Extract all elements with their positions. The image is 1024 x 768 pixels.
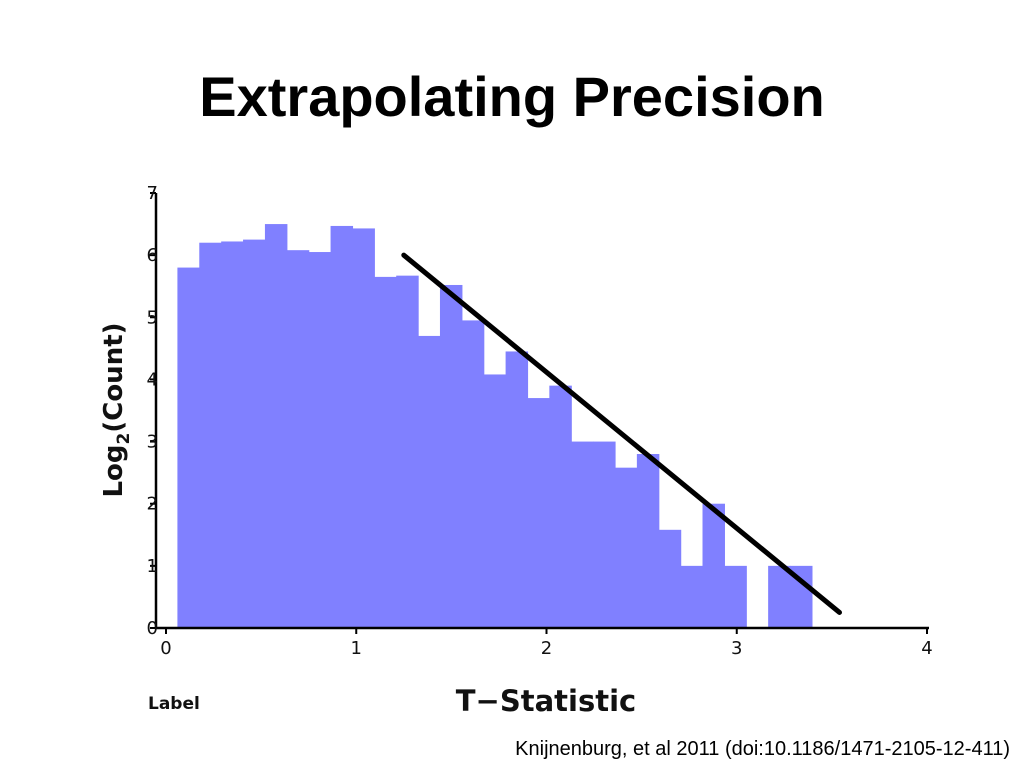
histogram-bar-4	[264, 224, 288, 628]
bars-layer	[177, 224, 813, 629]
histogram-bar-20	[614, 467, 638, 628]
histogram-bar-10	[396, 275, 419, 628]
y-tick-label-7: 7	[147, 183, 158, 204]
y-tick-label-3: 3	[147, 432, 158, 453]
histogram-bar-28	[790, 565, 813, 628]
x-axis-label: T−Statistic	[456, 684, 636, 718]
histogram-bar-7	[330, 225, 354, 628]
x-tick-label-1: 1	[351, 638, 362, 659]
x-tick-label-4: 4	[921, 638, 932, 659]
histogram-bar-23	[680, 565, 704, 628]
slide-title: Extrapolating Precision	[199, 65, 825, 128]
histogram-bar-21	[636, 454, 660, 628]
histogram-bar-5	[286, 250, 310, 629]
histogram-bar-11	[418, 335, 441, 628]
y-tick-label-0: 0	[147, 618, 158, 639]
y-tick-label-6: 6	[147, 245, 158, 266]
y-tick-label-2: 2	[147, 494, 158, 515]
histogram-bar-1	[199, 242, 222, 628]
corner-label: Label	[148, 694, 200, 714]
histogram-bar-8	[352, 228, 375, 629]
histogram-bar-3	[243, 239, 266, 629]
y-tick-label-5: 5	[147, 307, 158, 328]
y-tick-label-4: 4	[147, 369, 158, 390]
histogram-bar-25	[724, 565, 747, 628]
axes-layer: 0 1 2 3 4 0 1 2 3 4 5 6 7	[147, 183, 933, 659]
x-tick-label-3: 3	[731, 638, 742, 659]
y-tick-label-1: 1	[147, 556, 158, 577]
histogram-bar-0	[177, 267, 200, 628]
histogram-bar-27	[768, 565, 791, 628]
histogram-bar-12	[439, 284, 463, 628]
histogram-bar-17	[549, 385, 572, 628]
fit-line	[401, 252, 842, 615]
citation: Knijnenburg, et al 2011 (doi:10.1186/147…	[515, 738, 1010, 760]
y-axis-label-rest: (Count)	[99, 322, 129, 432]
histogram-bar-16	[527, 398, 550, 628]
x-tick-label-0: 0	[160, 638, 171, 659]
histogram-bar-18	[571, 441, 594, 628]
histogram-bar-19	[593, 441, 616, 628]
fit-line-layer	[401, 252, 842, 615]
y-axis-label-subscript: 2	[114, 433, 134, 445]
y-axis-label: Log2(Count)	[99, 322, 134, 497]
histogram-bar-22	[658, 529, 682, 628]
y-axis-label-main: Log	[99, 444, 129, 497]
histogram-bar-13	[461, 320, 485, 628]
x-tick-label-2: 2	[541, 638, 552, 659]
histogram-bar-24	[702, 503, 725, 628]
histogram-bar-9	[374, 276, 397, 628]
histogram-bar-14	[483, 374, 507, 628]
histogram-bar-15	[505, 351, 529, 628]
histogram-bar-6	[308, 252, 332, 629]
histogram-bar-2	[221, 241, 244, 628]
